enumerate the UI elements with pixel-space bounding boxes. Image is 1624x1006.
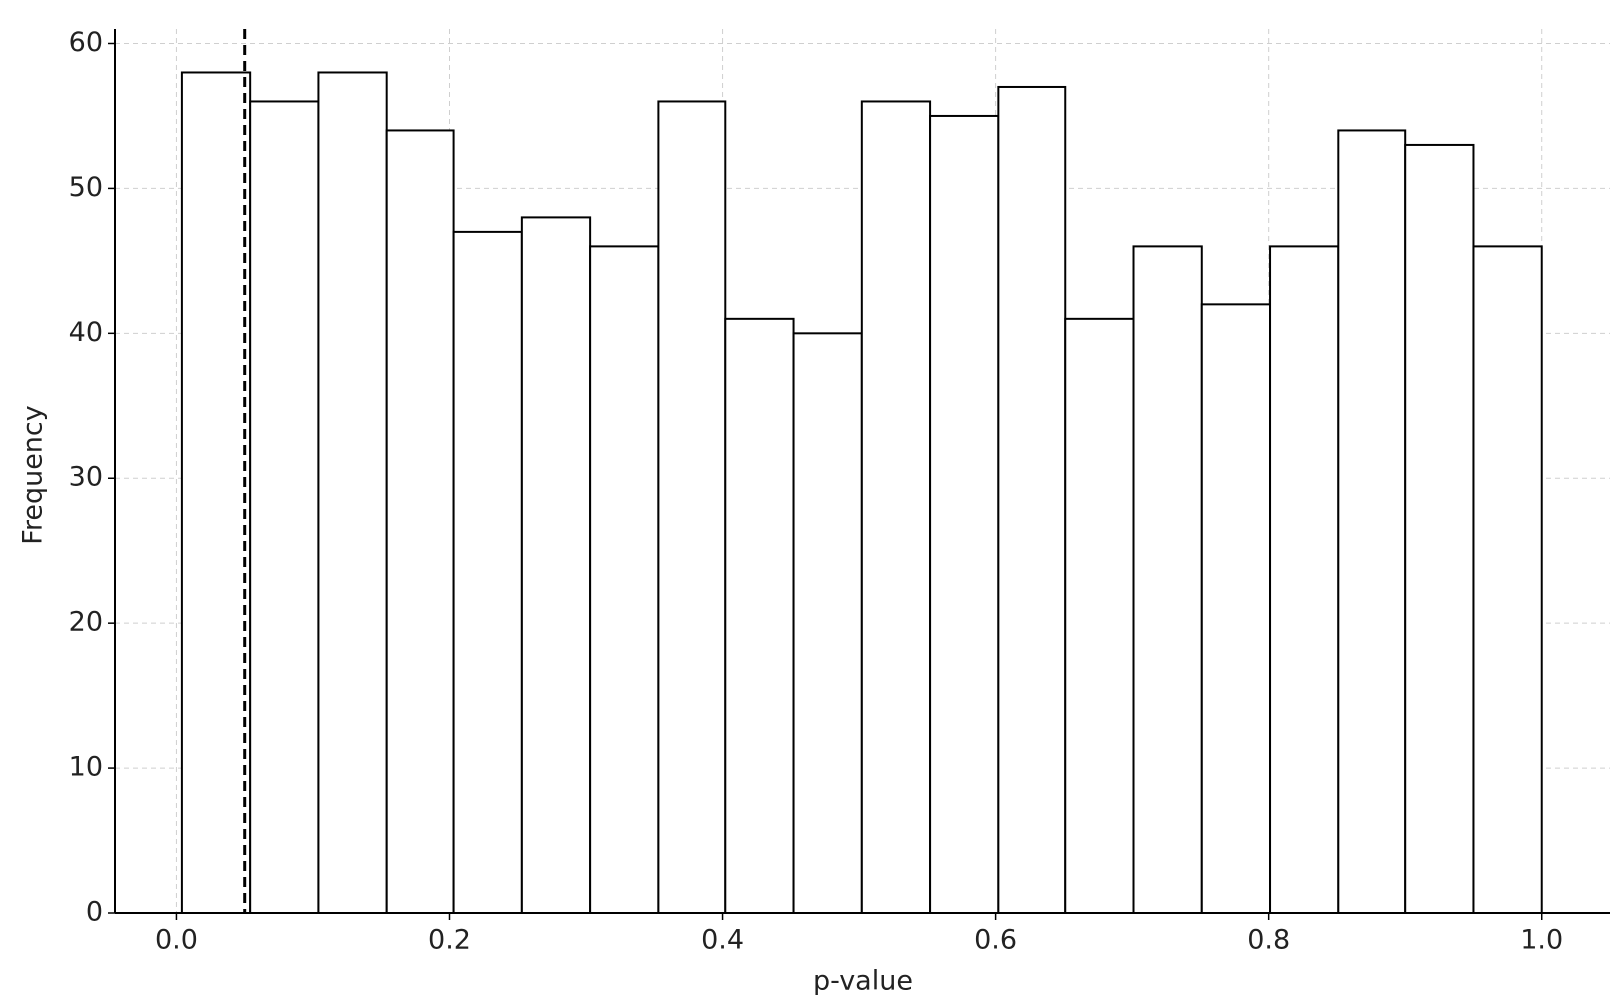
x-tick-label: 0.6 xyxy=(974,925,1017,956)
y-tick-label: 30 xyxy=(69,462,103,493)
bar xyxy=(1064,317,1135,914)
bar xyxy=(1200,303,1272,915)
y-tick-label: 0 xyxy=(86,897,103,928)
bar xyxy=(1337,129,1407,914)
y-tick-label: 60 xyxy=(69,27,103,58)
y-tick-label: 20 xyxy=(69,607,103,638)
bar xyxy=(997,85,1067,914)
bar xyxy=(452,230,523,914)
bar xyxy=(180,71,252,915)
x-tick-label: 1.0 xyxy=(1520,925,1563,956)
bar xyxy=(520,216,592,915)
bar xyxy=(860,100,932,914)
x-tick-label: 0.8 xyxy=(1247,925,1290,956)
y-tick-label: 10 xyxy=(69,752,103,783)
bar xyxy=(724,317,795,914)
y-tick-label: 50 xyxy=(69,172,103,203)
bar xyxy=(385,129,455,914)
bar xyxy=(1132,245,1203,914)
x-tick-label: 0.4 xyxy=(701,925,744,956)
y-tick-label: 40 xyxy=(69,317,103,348)
bar xyxy=(249,100,320,914)
bar xyxy=(1404,143,1475,914)
bar xyxy=(317,71,388,915)
bar xyxy=(657,100,727,914)
x-axis-label: p-value xyxy=(813,966,913,997)
bar xyxy=(792,332,863,914)
x-tick-label: 0.2 xyxy=(428,925,471,956)
bar xyxy=(1269,245,1340,914)
x-tick-label: 0.0 xyxy=(155,925,198,956)
bar xyxy=(1472,245,1543,914)
bar xyxy=(929,114,1000,915)
bar xyxy=(589,245,660,914)
y-axis-label: Frequency xyxy=(18,405,49,545)
